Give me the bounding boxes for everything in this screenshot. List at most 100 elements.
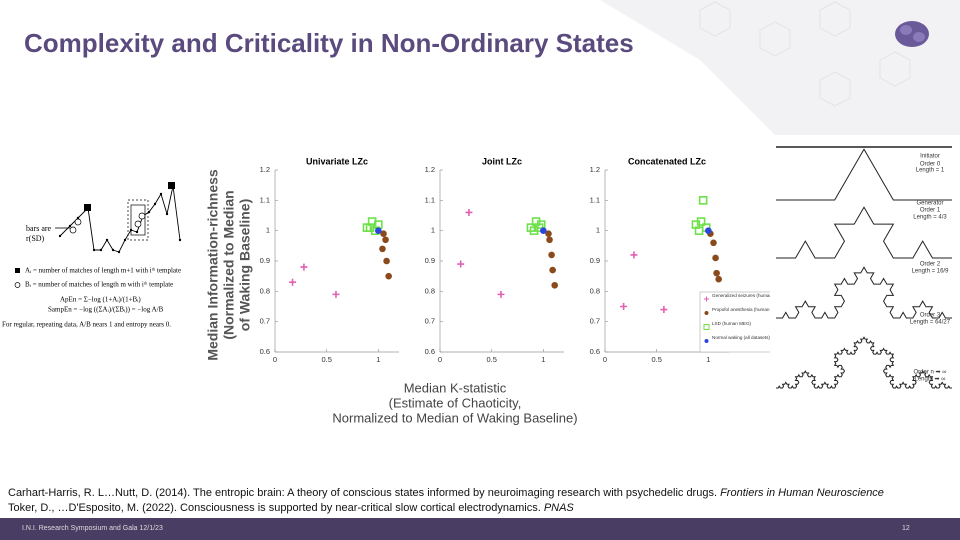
- point: [548, 251, 555, 259]
- footer: I.N.I. Research Symposium and Gala 12/1/…: [0, 518, 960, 540]
- koch-label: Initiator: [920, 154, 940, 160]
- scatter-chart: Joint LZc 0.6 0.7 0.8 0.9 1 1.1 1.2 0 0.5 1: [425, 156, 564, 364]
- legend-box: [699, 291, 773, 353]
- point: [713, 269, 720, 277]
- bars-label: r(SD): [26, 234, 45, 243]
- template-box: [84, 204, 91, 211]
- hex-pattern: [600, 0, 960, 160]
- sample-dot: [76, 216, 80, 220]
- x-tick-label: 0: [603, 355, 607, 364]
- note: For regular, repeating data, A/B nears 1…: [2, 321, 171, 329]
- y-tick-label: 0.9: [260, 256, 270, 265]
- legend: Generalized seizures (human ECoG+MEG) Pro…: [699, 291, 801, 353]
- sample-dot: [111, 248, 115, 252]
- y-tick-label: 1.1: [590, 195, 600, 204]
- sample-dot: [117, 250, 121, 254]
- point: [300, 263, 308, 271]
- koch-curve: [776, 266, 952, 319]
- point: [382, 236, 389, 244]
- y-tick-label: 0.7: [590, 317, 600, 326]
- point: [380, 230, 387, 237]
- y-axis-label: (Normalized to Median: [221, 190, 237, 339]
- y-tick-label: 0.6: [425, 347, 435, 356]
- chart-title: Concatenated LZc: [628, 156, 706, 166]
- x-tick-label: 0.5: [651, 355, 661, 364]
- point: [545, 230, 552, 237]
- point: [379, 245, 386, 253]
- point: [540, 227, 547, 234]
- sample-dot: [178, 238, 182, 242]
- koch-label: Length = 4/3: [913, 215, 947, 221]
- y-tick-label: 1.1: [260, 195, 270, 204]
- point: [694, 226, 704, 235]
- legend-label: Normal waking (all datasets): [712, 335, 770, 340]
- brain-logo: [895, 21, 929, 47]
- koch-label: Order 0: [920, 162, 941, 168]
- koch-curve: [776, 336, 952, 389]
- koch-label: Length = 1: [916, 168, 945, 174]
- y-tick-label: 1: [596, 226, 600, 235]
- y-tick-label: 0.6: [260, 347, 270, 356]
- legend-label: LSD (human MEG): [712, 321, 752, 326]
- reference: Toker, D., …D'Esposito, M. (2022). Consc…: [8, 501, 884, 516]
- sample-dot: [105, 238, 109, 242]
- legend-marker: [704, 311, 709, 315]
- formula: ApEn = Σ−log (1+Aᵢ)/(1+Bᵢ): [60, 296, 141, 304]
- match-circle: [69, 226, 77, 234]
- sample-dot: [68, 224, 72, 228]
- sample-dot: [99, 248, 103, 252]
- y-axis-label: Median Information-richness: [205, 169, 221, 361]
- x-tick-label: 1: [541, 355, 545, 364]
- match-circle: [138, 212, 146, 220]
- y-tick-label: 0.7: [260, 317, 270, 326]
- point: [375, 227, 382, 234]
- y-tick-label: 1.2: [590, 165, 600, 174]
- legend-marker: [704, 339, 709, 343]
- formula: SampEn = −log ((ΣAᵢ)/(ΣBᵢ)) = −log A/B: [48, 306, 164, 314]
- point: [546, 236, 553, 244]
- koch-label: Order 2: [920, 262, 941, 268]
- x-tick-label: 1: [376, 355, 380, 364]
- koch-label: Length ➡ ∞: [915, 377, 946, 383]
- legend-text: Propofol anesthesia (human+monkey EC: [712, 307, 797, 312]
- point: [620, 303, 628, 310]
- reference: Carhart-Harris, R. L…Nutt, D. (2014). Th…: [8, 486, 884, 501]
- legend-text: Bᵢ = number of matches of length m with …: [25, 281, 173, 289]
- x-tick-label: 0.5: [486, 355, 496, 364]
- match-circle: [74, 218, 82, 226]
- x-tick-label: 0.5: [321, 355, 331, 364]
- footer-event: I.N.I. Research Symposium and Gala 12/1/…: [22, 525, 163, 532]
- koch-label: Length = 64/27: [910, 320, 951, 326]
- x-axis-label: Normalized to Median of Waking Baseline): [332, 410, 577, 425]
- match-circle: [134, 220, 142, 228]
- legend-marker: [704, 296, 709, 302]
- y-tick-label: 0.8: [260, 286, 270, 295]
- koch-label: Order 3: [920, 313, 941, 319]
- x-axis-label: Median K-statistic: [404, 380, 507, 395]
- point: [332, 290, 340, 298]
- references: Carhart-Harris, R. L…Nutt, D. (2014). Th…: [8, 486, 884, 516]
- y-tick-label: 1: [266, 226, 270, 235]
- point: [549, 266, 556, 274]
- template-box: [168, 182, 175, 189]
- point: [705, 227, 712, 234]
- y-tick-label: 1.2: [260, 165, 270, 174]
- point: [551, 281, 558, 289]
- koch-curve: [776, 206, 952, 259]
- koch-label: Order n ➡ ∞: [914, 370, 947, 376]
- point: [289, 278, 297, 286]
- koch-curve: [776, 148, 952, 201]
- legend-marker: [703, 324, 710, 330]
- y-axis-label: of Waking Baseline): [237, 199, 253, 332]
- point: [457, 260, 465, 268]
- y-tick-label: 0.9: [425, 256, 435, 265]
- x-axis-label: (Estimate of Chaoticity,: [389, 395, 522, 410]
- point: [383, 257, 390, 265]
- legend-text: Normal waking (all datasets): [712, 335, 770, 340]
- chart-title: Univariate LZc: [306, 156, 368, 166]
- y-tick-label: 0.6: [590, 347, 600, 356]
- scatter-chart: Concatenated LZc 0.6 0.7 0.8 0.9 1 1.1 1.2 0 0.5 1: [590, 156, 729, 364]
- hex-outlines: [699, 1, 911, 107]
